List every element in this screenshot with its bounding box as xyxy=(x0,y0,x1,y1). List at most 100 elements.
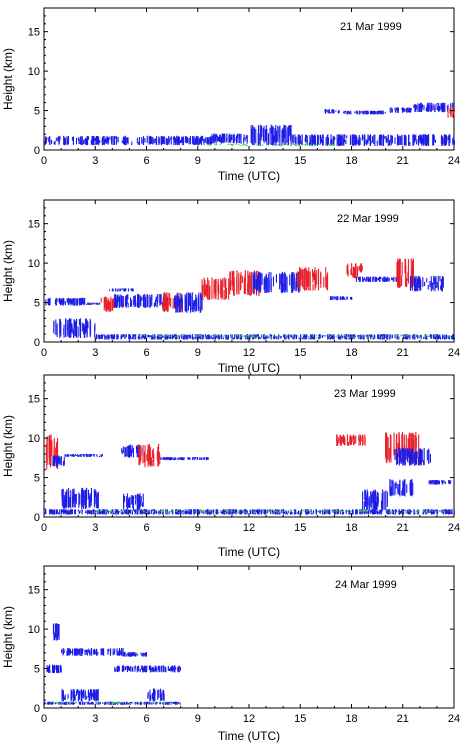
echo-streak xyxy=(180,335,182,339)
echo-streak xyxy=(67,136,69,145)
echo-streak xyxy=(66,510,68,515)
echo-streak xyxy=(336,298,338,301)
echo-point xyxy=(229,143,232,145)
echo-point xyxy=(237,511,239,514)
echo-streak xyxy=(426,134,428,146)
echo-point xyxy=(306,143,308,145)
echo-streak xyxy=(126,496,128,508)
echo-streak xyxy=(412,258,414,280)
echo-point xyxy=(76,702,78,704)
echo-streak xyxy=(136,702,138,705)
echo-streak xyxy=(229,281,231,295)
echo-streak xyxy=(71,702,73,705)
echo-streak xyxy=(151,693,153,700)
echo-point xyxy=(242,510,244,513)
echo-streak xyxy=(53,141,55,145)
echo-streak xyxy=(434,106,436,113)
echo-streak xyxy=(440,279,442,290)
echo-streak xyxy=(380,276,382,280)
echo-streak xyxy=(440,336,442,340)
echo-streak xyxy=(277,509,279,514)
echo-point xyxy=(165,512,167,514)
echo-point xyxy=(162,335,164,337)
echo-streak xyxy=(422,134,424,143)
echo-streak xyxy=(151,701,153,705)
echo-streak xyxy=(71,509,73,515)
echo-streak xyxy=(174,457,176,459)
echo-streak xyxy=(174,701,176,704)
echo-streak xyxy=(202,285,204,301)
echo-point xyxy=(132,510,134,512)
echo-point xyxy=(55,701,57,703)
echo-point xyxy=(302,510,304,512)
echo-streak xyxy=(305,134,307,139)
echo-streak xyxy=(214,280,216,294)
echo-streak xyxy=(240,133,242,144)
echo-streak xyxy=(126,666,128,673)
echo-streak xyxy=(50,701,52,705)
echo-point xyxy=(276,511,278,513)
echo-streak xyxy=(448,335,450,340)
echo-streak xyxy=(201,135,203,140)
echo-streak xyxy=(168,668,170,672)
echo-streak xyxy=(200,511,202,514)
echo-streak xyxy=(336,434,338,446)
echo-streak xyxy=(395,481,397,489)
echo-streak xyxy=(401,509,403,513)
echo-streak xyxy=(120,334,122,337)
echo-blue xyxy=(53,318,96,338)
echo-streak xyxy=(429,453,431,463)
echo-streak xyxy=(425,509,427,515)
echo-streak xyxy=(314,267,316,291)
echo-streak xyxy=(95,335,97,340)
echo-point xyxy=(262,510,264,512)
echo-streak xyxy=(357,139,359,146)
echo-streak xyxy=(131,445,133,453)
echo-streak xyxy=(220,278,222,298)
echo-streak xyxy=(60,298,62,304)
echo-streak xyxy=(286,335,288,338)
echo-streak xyxy=(187,292,189,311)
echo-streak xyxy=(388,509,390,515)
echo-streak xyxy=(398,510,400,515)
echo-streak xyxy=(245,509,247,512)
echo-streak xyxy=(71,137,73,141)
echo-streak xyxy=(264,509,266,515)
echo-streak xyxy=(204,287,206,297)
echo-streak xyxy=(233,137,235,144)
echo-streak xyxy=(389,140,391,146)
echo-streak xyxy=(64,454,66,457)
echo-streak xyxy=(109,701,111,704)
echo-point xyxy=(171,509,173,512)
echo-streak xyxy=(89,303,91,305)
echo-streak xyxy=(277,128,279,143)
echo-streak xyxy=(93,454,95,457)
echo-streak xyxy=(178,138,180,146)
echo-streak xyxy=(44,702,46,705)
echo-streak xyxy=(381,493,383,509)
echo-streak xyxy=(245,135,247,139)
echo-streak xyxy=(409,448,411,464)
echo-streak xyxy=(301,337,303,340)
y-tick-label: 0 xyxy=(34,512,40,524)
echo-point xyxy=(207,144,209,146)
echo-streak xyxy=(305,512,307,515)
echo-streak xyxy=(437,509,439,515)
echo-streak xyxy=(81,142,83,146)
echo-streak xyxy=(86,511,88,514)
echo-streak xyxy=(370,110,372,115)
echo-streak xyxy=(314,136,316,141)
echo-point xyxy=(62,702,64,704)
echo-streak xyxy=(113,651,115,655)
echo-point xyxy=(236,511,238,513)
echo-streak xyxy=(186,334,188,340)
echo-point xyxy=(53,701,55,703)
echo-point xyxy=(335,335,337,337)
echo-streak xyxy=(347,263,349,275)
echo-streak xyxy=(65,701,67,705)
echo-streak xyxy=(426,278,428,283)
echo-streak xyxy=(411,479,413,497)
echo-blue xyxy=(147,688,165,702)
echo-streak xyxy=(307,509,309,515)
echo-streak xyxy=(90,702,92,705)
